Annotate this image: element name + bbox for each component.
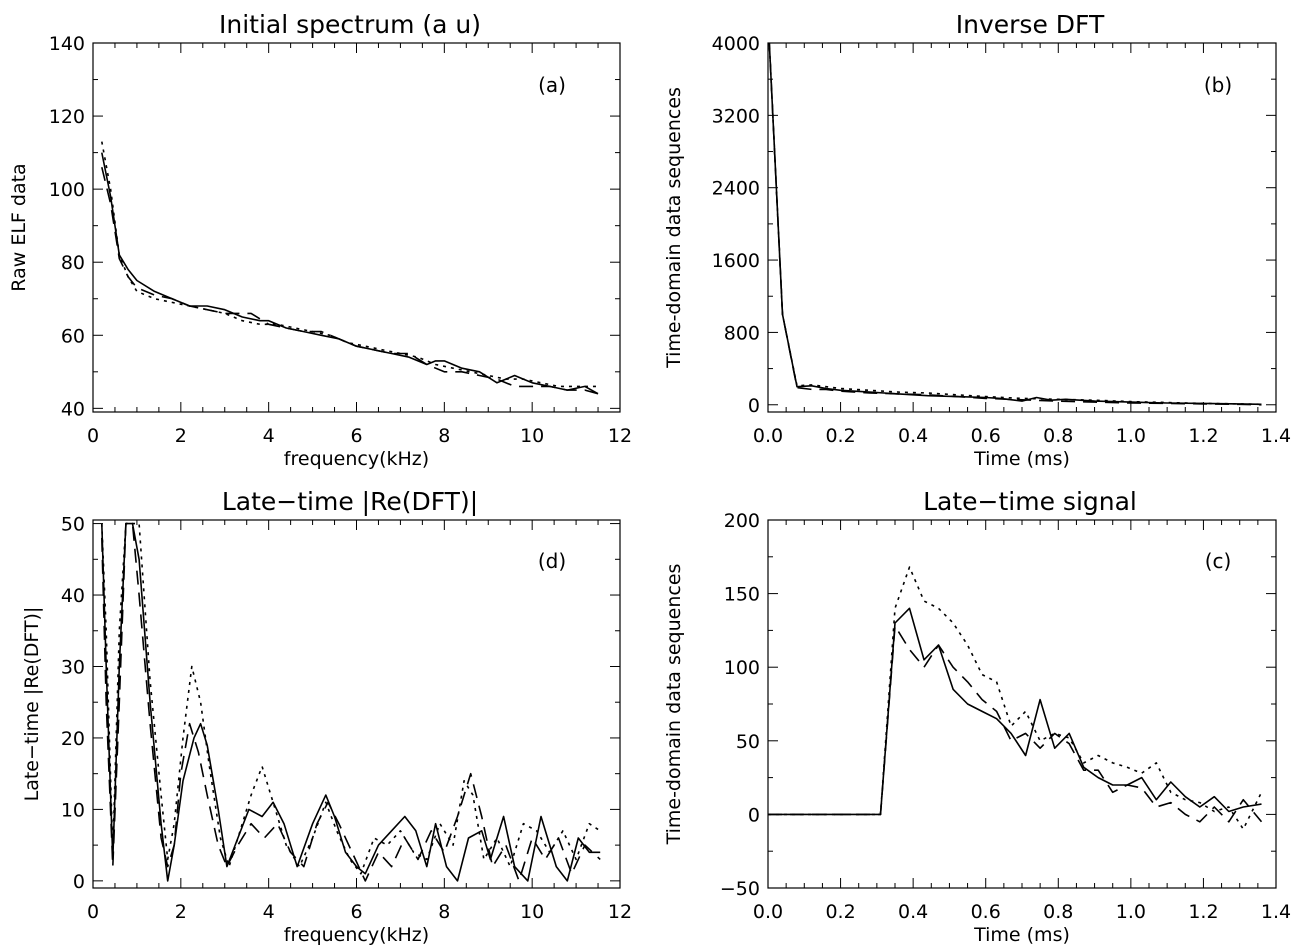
y-tick-label: 0 [748, 804, 760, 826]
chart-title: Late−time signal [923, 487, 1137, 516]
y-tick-label: 40 [61, 398, 85, 420]
series-line-dashed [768, 43, 1262, 406]
x-tick-label: 1.2 [1188, 901, 1218, 923]
y-tick-label: 50 [736, 731, 760, 753]
x-tick-label: 6 [350, 425, 362, 447]
y-tick-label: −50 [720, 878, 760, 900]
x-tick-label: 0.2 [825, 425, 855, 447]
y-tick-label: 100 [49, 179, 85, 201]
series-line-dotted [101, 141, 598, 388]
x-tick-label: 0.0 [753, 901, 783, 923]
series-line-solid [768, 607, 1262, 816]
series-line-dotted [768, 43, 1262, 406]
y-axis-label: Raw ELF data [8, 163, 30, 291]
chart-panel-1: 0.0 0.2 0.4 0.6 0.8 1.0 1.2 1.4 0 800 1600 2400 3200… [663, 10, 1291, 470]
y-tick-label: 40 [61, 585, 85, 607]
x-tick-label: 0.6 [971, 901, 1001, 923]
x-axis-label: frequency(kHz) [284, 448, 429, 470]
series-line-dashed [101, 167, 599, 395]
y-tick-label: 100 [724, 657, 760, 679]
y-tick-label: 30 [61, 656, 85, 678]
x-tick-label: 2 [175, 901, 187, 923]
y-tick-label: 20 [61, 728, 85, 750]
y-tick-label: 140 [49, 33, 85, 55]
panel-tag: (b) [1204, 73, 1232, 97]
chart-panel-0: 0 2 4 6 8 10 12 40 60 80 100 120 140 Initial spectrum… [8, 10, 632, 470]
x-tick-label: 2 [175, 425, 187, 447]
x-tick-label: 0 [87, 901, 99, 923]
series-line-dotted [768, 566, 1263, 830]
x-tick-label: 8 [438, 425, 450, 447]
x-tick-label: 0.6 [971, 425, 1001, 447]
x-tick-label: 0.4 [898, 425, 928, 447]
series-group [101, 522, 601, 882]
x-tick-label: 12 [608, 425, 632, 447]
plot-frame [767, 519, 1277, 889]
x-tick-label: 0 [87, 425, 99, 447]
series-line-dotted [101, 522, 601, 875]
chart-title: Late−time |Re(DFT)| [222, 487, 478, 516]
x-tick-label: 6 [350, 901, 362, 923]
panel-tag: (d) [538, 549, 566, 573]
panel-tag: (a) [538, 73, 566, 97]
series-line-dashed [101, 522, 601, 882]
y-axis-label: Time-domain data sequences [663, 87, 685, 369]
plot-frame [92, 42, 621, 413]
x-axis-label: Time (ms) [973, 448, 1070, 470]
chart-title: Initial spectrum (a u) [219, 10, 481, 39]
y-tick-label: 0 [748, 395, 760, 417]
x-tick-label: 10 [520, 901, 544, 923]
y-tick-label: 150 [724, 584, 760, 606]
x-tick-label: 1.4 [1261, 901, 1291, 923]
series-group [101, 141, 599, 395]
x-tick-label: 1.2 [1188, 425, 1218, 447]
panel-tag: (c) [1205, 549, 1232, 573]
y-tick-label: 80 [61, 252, 85, 274]
x-tick-label: 8 [438, 901, 450, 923]
x-tick-label: 4 [263, 425, 275, 447]
series-group [768, 566, 1263, 830]
chart-panel-3: 0.0 0.2 0.4 0.6 0.8 1.0 1.2 1.4 −50 0 50 100 150 200 L… [663, 487, 1291, 946]
y-tick-label: 4000 [712, 33, 760, 55]
series-line-dashed [768, 625, 1263, 823]
x-tick-label: 0.8 [1043, 901, 1073, 923]
y-tick-label: 0 [73, 871, 85, 893]
x-tick-label: 0.8 [1043, 425, 1073, 447]
x-axis-label: frequency(kHz) [284, 924, 429, 946]
x-tick-label: 4 [263, 901, 275, 923]
plot-frame [767, 42, 1277, 413]
series-line-solid [101, 522, 601, 882]
y-tick-label: 10 [61, 799, 85, 821]
x-tick-label: 0.2 [825, 901, 855, 923]
x-axis-label: Time (ms) [973, 924, 1070, 946]
x-tick-label: 0.4 [898, 901, 928, 923]
chart-panel-2: 0 2 4 6 8 10 12 0 10 20 30 40 50 Late−time |Re(DFT)| f… [21, 487, 632, 946]
x-tick-label: 12 [608, 901, 632, 923]
x-tick-label: 10 [520, 425, 544, 447]
y-tick-label: 200 [724, 510, 760, 532]
y-axis-label: Late−time |Re(DFT)| [21, 607, 43, 802]
y-tick-label: 60 [61, 325, 85, 347]
x-tick-label: 1.0 [1116, 425, 1146, 447]
y-tick-label: 800 [724, 322, 760, 344]
plot-frame [92, 519, 621, 889]
x-tick-label: 0.0 [753, 425, 783, 447]
y-tick-label: 120 [49, 106, 85, 128]
y-tick-label: 2400 [712, 178, 760, 200]
y-tick-label: 50 [61, 514, 85, 536]
series-group [768, 43, 1262, 406]
y-axis-label: Time-domain data sequences [663, 564, 685, 846]
x-tick-label: 1.4 [1261, 425, 1291, 447]
x-tick-label: 1.0 [1116, 901, 1146, 923]
y-tick-label: 1600 [712, 250, 760, 272]
series-line-solid [101, 152, 599, 395]
y-tick-label: 3200 [712, 105, 760, 127]
series-line-solid [768, 43, 1262, 406]
chart-title: Inverse DFT [956, 10, 1105, 39]
